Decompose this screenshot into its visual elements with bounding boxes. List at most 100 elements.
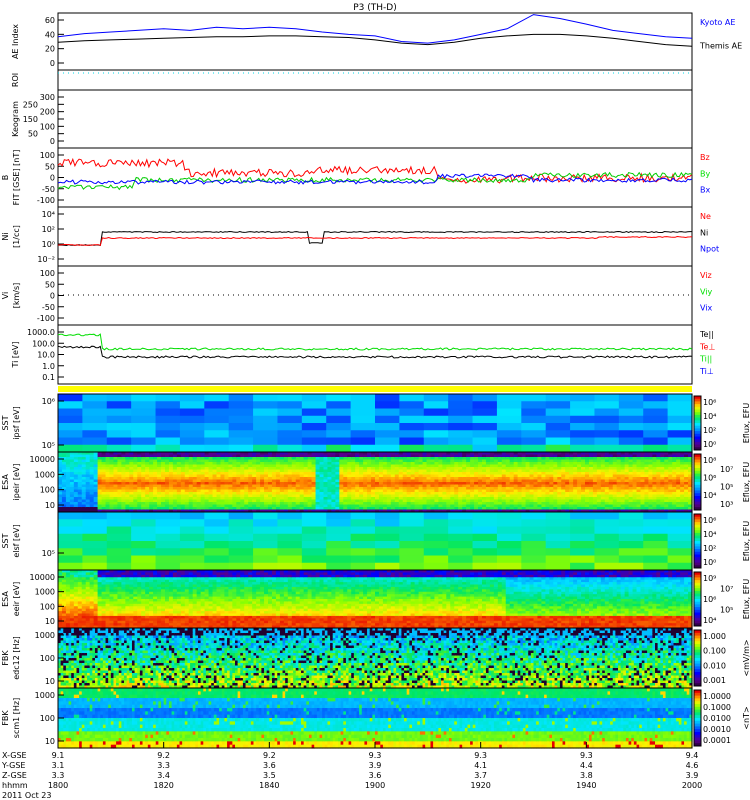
spectrogram-cell (299, 472, 305, 476)
spectrogram-cell (442, 507, 447, 511)
spectrogram-cell (422, 477, 428, 481)
spectrogram-cell (359, 452, 364, 456)
spectrogram-cell (394, 504, 400, 508)
spectrogram-cell (109, 459, 115, 463)
spectrogram-cell (410, 457, 416, 461)
spectrogram-cell (472, 401, 498, 410)
spectrogram-cell (418, 464, 424, 468)
spectrogram-cell (168, 489, 174, 493)
spectrogram-cell (145, 482, 150, 486)
spectrogram-cell (236, 464, 241, 468)
spectrogram-cell (446, 507, 451, 511)
spectrogram-cell (363, 472, 368, 476)
spectrogram-cell (208, 489, 214, 493)
spectrogram-cell (277, 562, 303, 571)
spectrogram-cell (224, 494, 229, 498)
spectrogram-cell (335, 474, 340, 478)
spectrogram-cell (303, 462, 309, 466)
spectrogram-cell (283, 454, 289, 458)
spectrogram-cell (65, 492, 71, 496)
spectrogram-cell (106, 562, 132, 571)
spectrogram-cell (378, 509, 384, 513)
spectrogram-cell (442, 489, 447, 493)
spectrogram-cell (299, 504, 305, 508)
spectrogram-cell (458, 469, 463, 473)
spectrogram-cell (474, 452, 479, 456)
spectrogram-cell (496, 408, 522, 417)
spectrogram-cell (339, 477, 344, 481)
spectrogram-cell (390, 494, 396, 498)
spectrogram-cell (85, 464, 91, 468)
spectrogram-cell (125, 472, 130, 476)
spectrogram-cell (224, 484, 229, 488)
panel-ti: Ti [eV]1000.0100.010.01.00.1Te||Te⊥Ti||T… (11, 324, 715, 385)
spectrogram-cell (196, 502, 202, 506)
colorbar-segment (694, 409, 701, 413)
spectrogram-cell (97, 457, 103, 461)
spectrogram-cell (97, 509, 103, 513)
y-tick-label: 200 (40, 108, 55, 117)
spectrogram-cell (252, 499, 257, 503)
spectrogram-cell (434, 484, 439, 488)
spectrogram-cell (61, 464, 67, 468)
spectrogram-cell (355, 457, 360, 461)
spectrogram-cell (287, 502, 293, 506)
y-tick-label: 40 (45, 30, 55, 39)
spectrogram-cell (386, 509, 392, 513)
spectrogram-cell (97, 504, 103, 508)
spectrogram-cell (184, 479, 190, 483)
spectrogram-cell (458, 494, 463, 498)
spectrogram-cell (446, 502, 451, 506)
spectrogram-cell (442, 482, 447, 486)
spectrogram-cell (448, 512, 474, 520)
spectrogram-cell (426, 492, 432, 496)
y-tick-label: 60 (45, 16, 55, 25)
spectrogram-cell (311, 494, 317, 498)
spectrogram-cell (256, 494, 261, 498)
spectrogram-cell (188, 469, 194, 473)
spectrogram-cell (101, 452, 107, 456)
spectrogram-cell (145, 504, 150, 508)
spectrogram-cell (200, 499, 206, 503)
spectrogram-cell (422, 507, 428, 511)
spectrogram-cell (347, 482, 352, 486)
spectrogram-cell (390, 509, 396, 513)
spectrogram-cell (331, 502, 336, 506)
spectrogram-cell (327, 457, 333, 461)
spectrogram-cell (367, 492, 372, 496)
legend-te-: Te|| (699, 330, 714, 339)
spectrogram-cell (204, 457, 210, 461)
spectrogram-cell (299, 459, 305, 463)
spectrogram-cell (359, 462, 364, 466)
spectrogram-cell (168, 484, 174, 488)
spectrogram-cell (311, 474, 317, 478)
spectrogram-cell (472, 423, 498, 431)
spectrogram-cell (236, 502, 241, 506)
spectrogram-cell (326, 562, 352, 571)
spectrogram-cell (260, 504, 265, 508)
spectrogram-cell (311, 499, 317, 503)
spectrogram-cell (224, 504, 229, 508)
spectrogram-cell (260, 482, 265, 486)
spectrogram-cell (204, 555, 230, 564)
spectrogram-cell (216, 502, 222, 506)
spectrogram-cell (232, 474, 237, 478)
spectrogram-cell (430, 464, 436, 468)
spectrogram-cell (390, 497, 396, 501)
spectrogram-cell (164, 494, 170, 498)
spectrogram-cell (256, 467, 261, 471)
spectrogram-cell (204, 477, 210, 481)
spectrogram-cell (315, 457, 321, 461)
spectrogram-cell (521, 548, 547, 557)
spectrogram-cell (594, 423, 620, 431)
spectrogram-cell (299, 502, 305, 506)
spectrogram-cell (371, 477, 376, 481)
spectrogram-cell (268, 469, 273, 473)
spectrogram-cell (375, 541, 400, 549)
spectrogram-cell (339, 509, 344, 513)
spectrogram-cell (81, 454, 87, 458)
spectrogram-cell (359, 464, 364, 468)
spectrogram-cell (179, 444, 205, 453)
spectrogram-cell (347, 494, 352, 498)
spectrogram-cell (323, 469, 329, 473)
